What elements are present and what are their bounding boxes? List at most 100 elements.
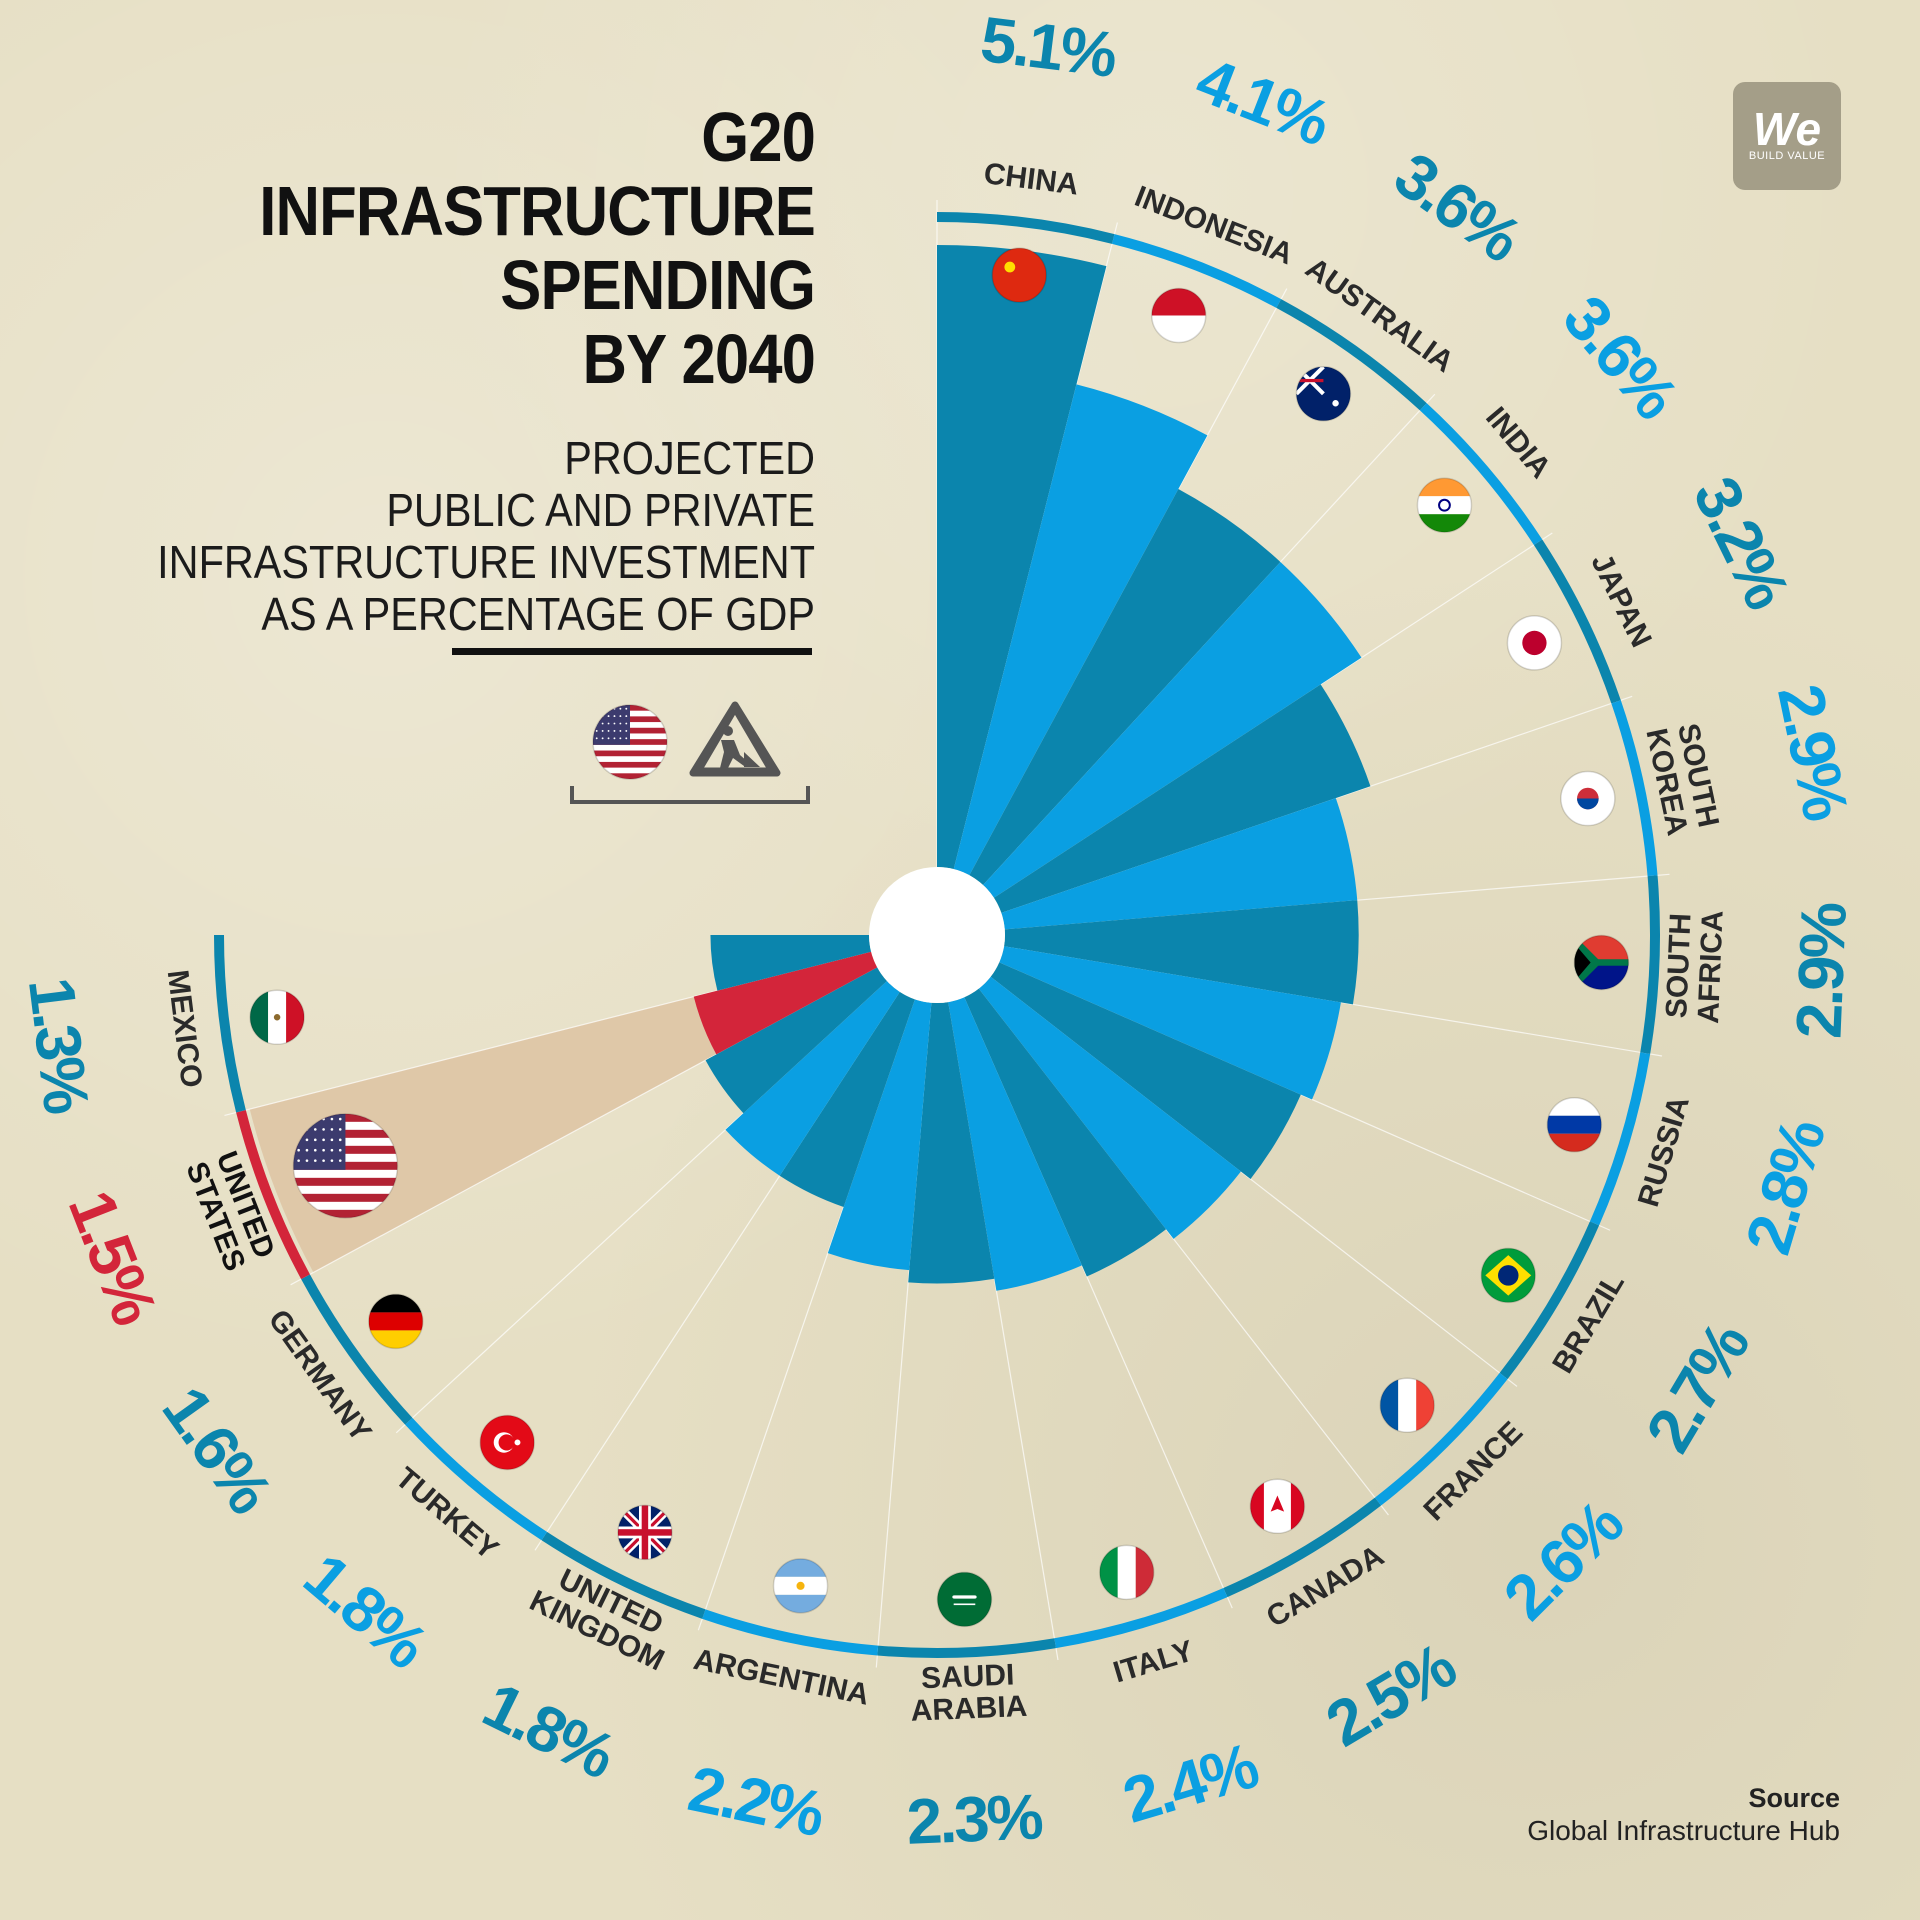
label-value-france: 2.6% (1490, 1486, 1637, 1633)
label-value-turkey: 1.8% (291, 1540, 441, 1683)
ring-united-states (236, 1110, 310, 1280)
bar-mexico (710, 935, 872, 991)
label-value-united-states: 1.5% (55, 1181, 172, 1334)
mexico-flag-icon (249, 989, 305, 1046)
bar-australia (969, 489, 1281, 885)
ring-canada (1223, 1497, 1382, 1598)
ring-india (1419, 403, 1543, 546)
bar-germany (705, 967, 887, 1114)
construction-worker-icon (689, 701, 781, 777)
australia-flag-icon (1295, 366, 1352, 422)
china-flag-icon (991, 247, 1048, 303)
ring-france (1374, 1372, 1508, 1506)
label-name-argentina: ARGENTINA (691, 1643, 872, 1712)
uk-flag-icon (617, 1504, 673, 1561)
chart-outer-ring (214, 212, 1660, 1658)
france-flag-icon (1379, 1377, 1435, 1433)
title-divider (452, 648, 812, 655)
bar-united-kingdom (779, 991, 915, 1207)
label-value-canada: 2.5% (1314, 1629, 1468, 1760)
bar-argentina (827, 999, 932, 1271)
source-label: Source (1748, 1783, 1840, 1813)
label-name-france: FRANCE (1417, 1415, 1529, 1527)
ring-united-kingdom (541, 1531, 706, 1619)
label-name-germany: GERMANY (262, 1304, 378, 1448)
bar-indonesia (953, 384, 1208, 876)
title-line-2: INFRASTRUCTURE (259, 172, 816, 250)
south-africa-flag-icon (1573, 934, 1630, 991)
label-name-australia: AUSTRALIA (1299, 251, 1459, 379)
label-value-united-kingdom: 1.8% (472, 1668, 626, 1792)
label-name-saudi-arabia: SAUDIARABIA (909, 1658, 1028, 1728)
label-name-russia: RUSSIA (1632, 1092, 1696, 1210)
bar-russia (999, 946, 1341, 1100)
saudi-arabia-flag-icon (936, 1571, 993, 1628)
label-name-united-states: UNITEDSTATES (179, 1146, 281, 1276)
ring-turkey (405, 1417, 548, 1541)
ring-italy (1054, 1587, 1228, 1649)
label-value-japan: 3.2% (1679, 466, 1803, 620)
title-block: G20 INFRASTRUCTURE SPENDING BY 2040 PROJ… (60, 100, 816, 640)
italy-flag-icon (1098, 1544, 1155, 1601)
title-line-4: BY 2040 (582, 320, 816, 398)
label-value-argentina: 2.2% (683, 1752, 831, 1850)
label-value-russia: 2.8% (1732, 1111, 1840, 1262)
bar-india (983, 561, 1362, 898)
ring-brazil (1499, 1221, 1600, 1380)
bar-brazil (990, 962, 1301, 1180)
ring-argentina (702, 1609, 879, 1656)
india-flag-icon (1416, 477, 1473, 533)
logo-main: We (1752, 103, 1822, 155)
subtitle: PROJECTED PUBLIC AND PRIVATE INFRASTRUCT… (60, 432, 815, 640)
ring-japan (1533, 539, 1621, 704)
label-name-italy: ITALY (1110, 1634, 1198, 1689)
bar-south-korea (1001, 798, 1358, 930)
subtitle-line-1: PROJECTED (564, 432, 815, 484)
spoke-line (395, 980, 888, 1434)
label-value-china: 5.1% (977, 3, 1121, 91)
label-value-italy: 2.4% (1115, 1729, 1266, 1837)
label-value-australia: 3.6% (1382, 138, 1534, 276)
label-value-south-africa: 2.9% (1782, 901, 1860, 1040)
logo-sub: BUILD VALUE (1748, 150, 1826, 162)
bar-canada (964, 988, 1167, 1277)
source-credit: Source Global Infrastructure Hub (1527, 1782, 1840, 1848)
label-name-south-africa: SOUTHAFRICA (1660, 908, 1730, 1024)
argentina-flag-icon (772, 1558, 829, 1614)
bar-south-africa (1004, 900, 1359, 1005)
ring-south-africa (1640, 875, 1660, 1055)
title-line-3: SPENDING (500, 246, 816, 324)
bar-japan (993, 684, 1371, 913)
us-flag-icon (292, 1113, 399, 1219)
chart-flags (249, 247, 1630, 1628)
ring-mexico (214, 935, 246, 1113)
subtitle-line-2: PUBLIC AND PRIVATE (386, 484, 815, 536)
chart-center-hub (869, 867, 1005, 1003)
legend-bracket (570, 786, 810, 804)
south-korea-flag-icon (1560, 770, 1616, 827)
ring-saudi-arabia (877, 1638, 1057, 1658)
ring-south-korea (1611, 700, 1658, 877)
label-value-india: 3.6% (1549, 282, 1692, 432)
ring-indonesia (1112, 234, 1282, 308)
germany-flag-icon (368, 1293, 424, 1350)
label-name-mexico: MEXICO (161, 968, 208, 1090)
label-name-turkey: TURKEY (389, 1461, 504, 1566)
canada-flag-icon (1249, 1478, 1306, 1535)
bar-turkey (725, 981, 900, 1176)
turkey-flag-icon (479, 1414, 535, 1471)
label-value-south-korea: 2.9% (1764, 678, 1862, 826)
label-value-saudi-arabia: 2.3% (905, 1780, 1044, 1858)
label-value-indonesia: 4.1% (1187, 43, 1340, 160)
bar-united-states (693, 951, 878, 1055)
label-value-brazil: 2.7% (1632, 1310, 1763, 1464)
label-name-indonesia: INDONESIA (1130, 180, 1297, 271)
chart-bars (693, 245, 1371, 1291)
indonesia-flag-icon (1150, 287, 1207, 344)
bar-saudi-arabia (908, 1002, 995, 1284)
legend-icons (570, 701, 810, 804)
brazil-flag-icon (1480, 1247, 1537, 1304)
we-build-value-logo: We BUILD VALUE (1733, 82, 1841, 190)
bar-france (978, 976, 1241, 1239)
